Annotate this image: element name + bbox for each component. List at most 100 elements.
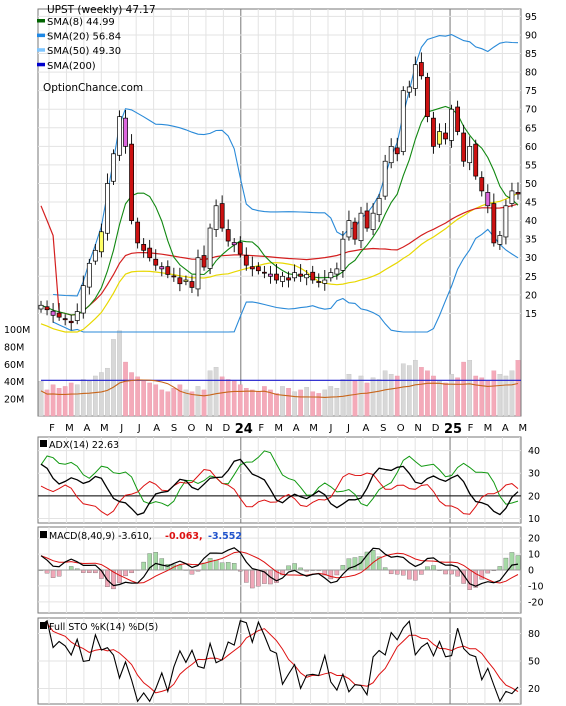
- macd-tick-label: -20: [528, 597, 544, 608]
- candle-body: [376, 197, 382, 216]
- volume-tick-label: 20M: [4, 395, 24, 406]
- sto-tick-label: 20: [528, 684, 540, 695]
- watermark: OptionChance.com: [43, 82, 143, 94]
- adx-tick-label: 30: [528, 469, 540, 480]
- candle-body: [62, 318, 68, 321]
- sto-tick-label: 80: [528, 629, 540, 640]
- volume-bar: [413, 360, 418, 417]
- adx-line: [40, 458, 519, 516]
- macd-histogram-bar: [328, 569, 334, 580]
- volume-bar: [503, 375, 509, 417]
- volume-bar: [322, 389, 328, 417]
- candle-body: [213, 205, 219, 230]
- candle-body: [491, 203, 497, 244]
- time-axis-label: S: [380, 423, 386, 434]
- volume-bar: [376, 379, 382, 417]
- volume-bar: [304, 387, 309, 417]
- time-axis-label: M: [484, 423, 493, 434]
- candle-body: [449, 108, 454, 141]
- candle-body: [455, 106, 461, 132]
- candle-body: [274, 273, 279, 281]
- volume-bar: [310, 391, 316, 417]
- candle-body: [80, 285, 86, 314]
- macd-panel: -20 -10 0 10 20 MACD(8,40,9) -3.610, -0.063, -3…: [37, 526, 544, 614]
- macd-histogram-bar: [256, 569, 261, 587]
- macd-histogram-bar: [286, 565, 291, 571]
- time-axis-label: D: [223, 423, 231, 434]
- sto-d-line: [40, 622, 519, 694]
- candle-body: [497, 235, 503, 245]
- macd-histogram-bar: [352, 557, 358, 571]
- candle-body: [117, 116, 122, 156]
- volume-bar: [461, 361, 466, 417]
- price-tick-label: 45: [525, 198, 537, 209]
- candle-body: [322, 279, 328, 284]
- time-axis-label: A: [83, 423, 90, 434]
- time-axis-label: 24: [235, 422, 253, 437]
- macd-histogram-bar: [177, 565, 183, 571]
- volume-bar: [207, 370, 213, 417]
- time-axis-label: M: [100, 423, 109, 434]
- time-axis-label: M: [65, 423, 74, 434]
- candle-body: [50, 310, 56, 316]
- volume-tick-label: 80M: [4, 342, 24, 353]
- volume-bar: [364, 382, 370, 417]
- macd-line: [40, 547, 519, 587]
- time-axis-label: M: [274, 423, 283, 434]
- volume-bar: [231, 381, 237, 417]
- sto-label: Full STO %K(14) %D(5): [49, 622, 158, 633]
- time-axis-label: J: [137, 423, 141, 434]
- adx-tick-label: 40: [528, 446, 540, 457]
- candle-body: [177, 277, 183, 285]
- candle-body: [255, 266, 261, 272]
- candle-body: [316, 281, 322, 283]
- volume-bar: [147, 382, 153, 417]
- price-tick-label: 25: [525, 272, 537, 283]
- time-axis-label: M: [518, 423, 527, 434]
- price-tick-label: 85: [525, 49, 537, 60]
- candle-body: [479, 177, 485, 192]
- volume-bar: [201, 389, 207, 417]
- candle-body: [292, 272, 297, 279]
- price-panel: 15 20 25 30 35 40 45 50 55 60 65 70 75 80 85 90 95 20M 40M…: [4, 8, 537, 417]
- sma8-line: [40, 105, 519, 316]
- candle-body: [515, 192, 521, 195]
- adx-label: ADX(14) 22.63: [49, 440, 119, 451]
- adx-legend-swatch: [40, 440, 47, 447]
- candle-body: [207, 227, 213, 269]
- candle-body: [485, 192, 491, 207]
- macd-histogram-bar: [56, 569, 62, 577]
- candle-body: [473, 143, 479, 177]
- adx-tick-label: 10: [528, 514, 540, 525]
- volume-bar: [135, 376, 140, 417]
- macd-histogram-bar: [50, 569, 56, 578]
- candle-body: [280, 275, 285, 282]
- volume-bar: [165, 391, 171, 417]
- volume-bar: [177, 384, 183, 417]
- time-axis-label: F: [258, 423, 264, 434]
- time-axis-label: O: [397, 423, 405, 434]
- volume-bar: [62, 386, 68, 417]
- candle-body: [225, 229, 231, 242]
- time-axis-label: O: [188, 423, 196, 434]
- macd-histogram-bar: [394, 569, 400, 575]
- volume-bar: [38, 381, 44, 417]
- candle-body: [135, 221, 141, 244]
- legend-swatch: [37, 62, 45, 67]
- macd-legend-swatch: [40, 531, 47, 538]
- macd-histogram-bar: [153, 552, 158, 571]
- candle-body: [201, 255, 207, 268]
- volume-bar: [183, 389, 189, 417]
- volume-bar: [123, 361, 128, 417]
- macd-histogram-bar: [443, 569, 448, 575]
- volume-bar: [243, 387, 249, 417]
- candle-body: [243, 255, 249, 266]
- volume-bar: [99, 372, 104, 417]
- price-tick-label: 15: [525, 309, 537, 320]
- volume-bar: [86, 381, 92, 417]
- volume-bar: [340, 379, 346, 417]
- candle-body: [262, 271, 267, 274]
- volume-bar: [370, 377, 376, 417]
- volume-bar: [141, 381, 146, 417]
- volume-bar: [352, 381, 358, 417]
